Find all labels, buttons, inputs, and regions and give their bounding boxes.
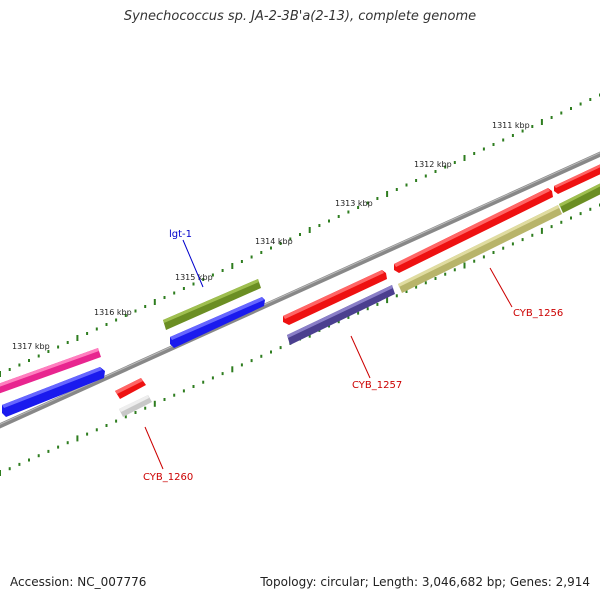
- outer-tick-track: [0, 93, 600, 377]
- gene-label-lgt1: lgt-1: [169, 229, 192, 240]
- kbp-label-1317: 1317 kbp: [12, 342, 50, 351]
- kbp-label-1316: 1316 kbp: [94, 308, 132, 317]
- gene-red-right-edge: [554, 164, 600, 194]
- kbp-label-1312: 1312 kbp: [414, 160, 452, 169]
- kbp-label-1314: 1314 kbp: [255, 237, 293, 246]
- cyb1257-leader-line: [350, 335, 371, 379]
- genome-title: Synechococcus sp. JA-2-3B'a(2-13), compl…: [123, 9, 477, 24]
- gene-olive-right-edge: [559, 183, 600, 213]
- gene-blue-left: [2, 367, 105, 417]
- gene-label-cyb1260: CYB_1260: [143, 472, 193, 483]
- kbp-label-1313: 1313 kbp: [335, 199, 373, 208]
- cyb1256-leader-line: [489, 267, 513, 308]
- gene-red-cyb1260: [115, 378, 146, 399]
- gene-blue-lgt: [170, 297, 265, 348]
- genome-info-text: Topology: circular; Length: 3,046,682 bp…: [260, 575, 590, 589]
- gene-red-cyb1257-upper: [283, 270, 387, 325]
- gene-label-cyb1257: CYB_1257: [352, 380, 402, 391]
- kbp-label-1311: 1311 kbp: [492, 121, 530, 130]
- lgt1-leader-line: [182, 239, 204, 288]
- gene-label-cyb1256: CYB_1256: [513, 308, 563, 319]
- gene-khaki-cyb1256: [398, 205, 562, 293]
- accession-text: Accession: NC_007776: [10, 575, 147, 589]
- gene-magenta-left: [0, 348, 101, 394]
- gene-purple-cyb1257: [287, 285, 395, 345]
- gene-red-cyb1256-upper: [394, 188, 553, 273]
- genome-backbone: [0, 151, 600, 429]
- gene-gray-cyb1260: [119, 395, 152, 417]
- kbp-label-1315: 1315 kbp: [175, 273, 213, 282]
- cyb1260-leader-line: [144, 426, 164, 470]
- gene-olive-lgt: [163, 279, 261, 330]
